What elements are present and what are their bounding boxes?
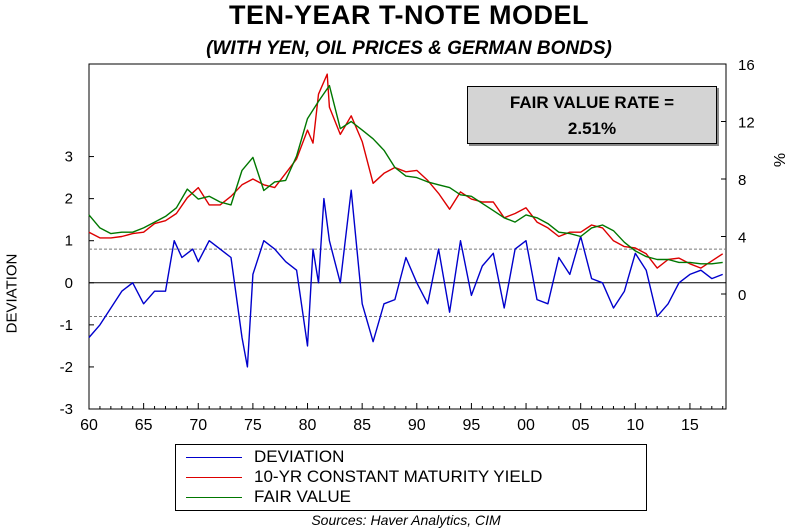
fair-value-annotation: FAIR VALUE RATE = 2.51% (467, 86, 717, 144)
left-tick-label: -2 (60, 359, 73, 376)
left-tick-label: -3 (60, 401, 73, 418)
x-tick-label: 95 (463, 417, 481, 434)
right-tick-label: 16 (738, 57, 755, 74)
x-tick-label: 65 (135, 417, 153, 434)
x-tick-label: 60 (80, 417, 98, 434)
left-tick-label: 1 (65, 233, 73, 250)
chart-subtitle: (WITH YEN, OIL PRICES & GERMAN BONDS) (206, 38, 612, 59)
x-tick-label: 75 (244, 417, 262, 434)
x-tick-label: 00 (517, 417, 535, 434)
right-tick-label: 8 (738, 172, 746, 189)
legend-swatch-fair-value (186, 496, 242, 498)
x-tick-label: 90 (408, 417, 426, 434)
x-tick-label: 10 (626, 417, 644, 434)
x-tick-label: 80 (299, 417, 317, 434)
chart-legend: DEVIATION 10-YR CONSTANT MATURITY YIELD … (175, 444, 647, 511)
legend-item-deviation: DEVIATION (186, 447, 344, 467)
x-tick-label: 70 (189, 417, 207, 434)
legend-swatch-yield (186, 476, 242, 478)
left-tick-label: 2 (65, 191, 73, 208)
right-axis-label: % (772, 152, 790, 168)
right-tick-label: 0 (738, 287, 746, 304)
right-tick-label: 12 (738, 115, 755, 132)
series-line-fair-value (88, 84, 723, 265)
x-tick-label: 15 (681, 417, 699, 434)
legend-label-deviation: DEVIATION (254, 447, 345, 466)
chart-title: TEN-YEAR T-NOTE MODEL (229, 0, 589, 30)
left-tick-label: -1 (60, 317, 73, 334)
left-tick-label: 3 (65, 149, 73, 166)
right-tick-label: 4 (738, 230, 746, 247)
x-tick-label: 85 (353, 417, 371, 434)
fair-value-annotation-line2: 2.51% (567, 119, 617, 138)
legend-label-yield: 10-YR CONSTANT MATURITY YIELD (254, 467, 543, 486)
legend-swatch-deviation (186, 456, 242, 458)
legend-label-fair-value: FAIR VALUE (254, 487, 351, 506)
left-tick-label: 0 (65, 275, 73, 292)
legend-item-fair-value: FAIR VALUE (186, 487, 351, 507)
left-axis-label: DEVIATION (3, 253, 21, 334)
sources-note: Sources: Haver Analytics, CIM (311, 512, 501, 528)
series-line-deviation (88, 189, 723, 368)
legend-item-yield: 10-YR CONSTANT MATURITY YIELD (186, 467, 542, 487)
x-tick-label: 05 (572, 417, 590, 434)
fair-value-annotation-line1: FAIR VALUE RATE = (509, 93, 675, 112)
